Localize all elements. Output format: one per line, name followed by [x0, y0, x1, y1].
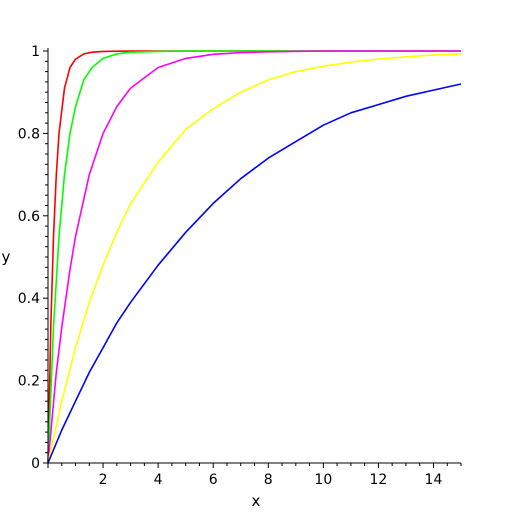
series-line-4 [47, 53, 462, 464]
tick-labels: 2 4 6 8 10 12 14 0 0.2 0.4 0.6 0.8 1 [18, 44, 443, 488]
y-tick-label: 1 [31, 44, 40, 60]
plot-lines [47, 50, 462, 464]
x-tick-label: 8 [264, 472, 273, 488]
x-axis-label: x [252, 492, 261, 510]
y-tick-label: 0.6 [18, 209, 40, 225]
x-tick-label: 4 [154, 472, 163, 488]
ticks [43, 50, 462, 468]
series-line-2 [47, 50, 461, 464]
axes [47, 48, 461, 464]
x-tick-label: 14 [425, 472, 443, 488]
y-axis-label: y [2, 248, 11, 266]
x-tick-label: 2 [99, 472, 108, 488]
x-tick-label: 6 [209, 472, 218, 488]
x-tick-label: 12 [369, 472, 387, 488]
y-tick-label: 0.2 [18, 374, 40, 390]
series-line-1 [47, 50, 461, 464]
series-line-3 [47, 50, 461, 464]
y-tick-label: 0.4 [18, 291, 40, 307]
y-tick-label: 0 [31, 456, 40, 472]
y-tick-label: 0.8 [18, 126, 40, 142]
series-line-5 [47, 83, 462, 464]
x-tick-label: 10 [314, 472, 332, 488]
